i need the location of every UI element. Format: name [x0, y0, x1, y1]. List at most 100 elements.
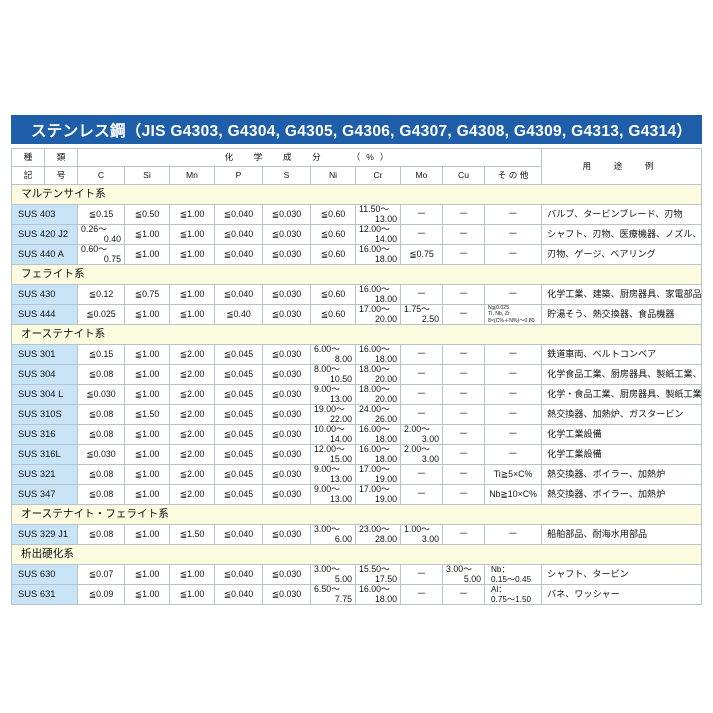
cell-si: ≦1.50 — [124, 404, 170, 426]
category-row: マルテンサイト系 — [11, 184, 702, 205]
cell-cu: － — [442, 384, 485, 406]
cell-use-example: 化学食品工業、厨房器具、製紙工業、車輌、建築 — [541, 364, 702, 386]
steel-grade-name: SUS 310S — [11, 404, 78, 426]
cell-other: Nb： 0.15～0.45 — [483, 564, 543, 586]
header-col-cu: Cu — [442, 166, 485, 185]
cell-s: ≦0.030 — [262, 464, 311, 486]
header-col-ni: Ni — [310, 166, 356, 185]
cell-s: ≦0.030 — [262, 244, 311, 265]
steel-grade-name: SUS 403 — [11, 204, 78, 225]
stainless-steel-spec-table: 種 類 化 学 成 分 （%） 用 途 例 記 号 C Si Mn P S Ni… — [11, 148, 702, 606]
table-title-band: ステンレス鋼（JIS G4303, G4304, G4305, G4306, G… — [11, 115, 702, 144]
cell-ni: 6.50～ 7.75 — [310, 584, 356, 606]
table-row: SUS 301 ≦0.15 ≦1.00 ≦2.00 ≦0.045 ≦0.030 6.00～ 8… — [11, 344, 702, 366]
cell-c: ≦0.08 — [77, 364, 125, 386]
header-row-top: 種 類 化 学 成 分 （%） 用 途 例 — [11, 148, 702, 185]
cell-mo: 2.00～ 3.00 — [400, 424, 443, 446]
cell-cr: 16.00～ 18.00 — [355, 424, 401, 446]
cell-other: Ti≧5×C% — [483, 464, 543, 486]
cell-p: ≦0.045 — [214, 364, 263, 386]
cell-cr: 17.00～ 19.00 — [355, 484, 401, 506]
cell-cu: － — [442, 464, 485, 486]
cell-cr: 18.00～ 20.00 — [355, 384, 401, 406]
cell-si: ≦1.00 — [124, 424, 170, 446]
other-line: 0.15～0.45 — [491, 574, 532, 584]
cell-mo: － — [400, 564, 443, 586]
cell-si: ≦1.00 — [124, 484, 170, 506]
cell-mn: ≦1.00 — [169, 564, 215, 586]
cell-mn: ≦1.00 — [169, 224, 215, 245]
cell-mn: ≦1.00 — [169, 284, 215, 305]
cell-p: ≦0.040 — [214, 584, 263, 606]
table-row: SUS 403 ≦0.15 ≦0.50 ≦1.00 ≦0.040 ≦0.030 ≦0.60 1… — [11, 204, 702, 225]
cell-s: ≦0.030 — [262, 303, 311, 326]
steel-grade-name: SUS 631 — [11, 584, 78, 606]
table-row: SUS 444 ≦0.025 ≦1.00 ≦1.00 ≦0.40 ≦0.030 ≦0.60 1… — [11, 303, 702, 326]
cell-c: ≦0.07 — [77, 564, 125, 586]
cell-ni: ≦0.60 — [310, 303, 356, 326]
cell-other: － — [483, 284, 543, 305]
cell-other: Nb≧10×C% — [483, 484, 543, 506]
cell-c: ≦0.15 — [77, 344, 125, 366]
cell-s: ≦0.030 — [262, 344, 311, 366]
cell-mn: ≦2.00 — [169, 404, 215, 426]
table-row: SUS 347 ≦0.08 ≦1.00 ≦2.00 ≦0.045 ≦0.030 9.00～ 1… — [11, 484, 702, 506]
cell-c: ≦0.08 — [77, 424, 125, 446]
table-row: SUS 329 J1 ≦0.08 ≦1.00 ≦1.50 ≦0.040 ≦0.030 3.0… — [11, 524, 702, 546]
steel-grade-name: SUS 444 — [11, 303, 78, 326]
cell-cu: － — [442, 244, 485, 265]
cell-s: ≦0.030 — [262, 284, 311, 305]
category-row: 析出硬化系 — [11, 544, 702, 566]
cell-mn: ≦2.00 — [169, 384, 215, 406]
cell-mn: ≦2.00 — [169, 424, 215, 446]
cell-ni: 9.00～ 13.00 — [310, 384, 356, 406]
category-label: オーステナイト・フェライト系 — [11, 504, 702, 526]
cell-cr: 16.00～ 18.00 — [355, 444, 401, 466]
steel-grade-name: SUS 316 — [11, 424, 78, 446]
cell-use-example: 貯湯そう、熱交換器、食品機器 — [541, 303, 702, 326]
cell-use-example: 熱交換器、ボイラー、加熱炉 — [541, 484, 702, 506]
category-label: マルテンサイト系 — [11, 184, 702, 205]
cell-si: ≦1.00 — [124, 464, 170, 486]
category-row: オーステナイト・フェライト系 — [11, 504, 702, 526]
table-row: SUS 440 A 0.60～ 0.75 ≦1.00 ≦1.00 ≦0.040 ≦0.030… — [11, 244, 702, 265]
cell-mo: － — [400, 484, 443, 506]
cell-use-example: 化学工業設備 — [541, 424, 702, 446]
cell-cu: － — [442, 303, 485, 326]
steel-grade-name: SUS 316L — [11, 444, 78, 466]
cell-mn: ≦1.00 — [169, 584, 215, 606]
header-symbol-1: 記 — [11, 166, 45, 185]
cell-p: ≦0.045 — [214, 444, 263, 466]
cell-c: ≦0.08 — [77, 464, 125, 486]
cell-s: ≦0.030 — [262, 424, 311, 446]
cell-c: ≦0.09 — [77, 584, 125, 606]
header-col-p: P — [214, 166, 263, 185]
steel-grade-name: SUS 440 A — [11, 244, 78, 265]
header-col-cr: Cr — [355, 166, 401, 185]
cell-si: ≦1.00 — [124, 244, 170, 265]
cell-si: ≦1.00 — [124, 444, 170, 466]
cell-p: ≦0.40 — [214, 303, 263, 326]
cell-other: － — [483, 524, 543, 546]
cell-cr: 12.00～ 14.00 — [355, 224, 401, 245]
cell-cr: 16.00～ 18.00 — [355, 344, 401, 366]
cell-p: ≦0.045 — [214, 464, 263, 486]
cell-use-example: 化学工業設備 — [541, 444, 702, 466]
cell-si: ≦0.50 — [124, 204, 170, 225]
cell-mo: － — [400, 404, 443, 426]
cell-p: ≦0.045 — [214, 344, 263, 366]
cell-p: ≦0.040 — [214, 524, 263, 546]
header-composition: 化 学 成 分 （%） — [76, 148, 543, 167]
steel-grade-name: SUS 321 — [11, 464, 78, 486]
cell-s: ≦0.030 — [262, 484, 311, 506]
other-line: Tl, Nb, Zr — [488, 311, 510, 318]
table-row: SUS 630 ≦0.07 ≦1.00 ≦1.00 ≦0.040 ≦0.030 3.00～ 5… — [11, 564, 702, 586]
cell-other: － — [483, 444, 543, 466]
table-row: SUS 316L ≦0.030 ≦1.00 ≦2.00 ≦0.045 ≦0.030 12.0… — [11, 444, 702, 466]
cell-c: ≦0.08 — [77, 524, 125, 546]
cell-cr: 17.00～ 20.00 — [355, 303, 401, 326]
table-row: SUS 304 ≦0.08 ≦1.00 ≦2.00 ≦0.045 ≦0.030 8.00～ 1… — [11, 364, 702, 386]
cell-cu: － — [442, 344, 485, 366]
other-line: Nb： — [491, 565, 510, 575]
header-col-c: C — [77, 166, 125, 185]
